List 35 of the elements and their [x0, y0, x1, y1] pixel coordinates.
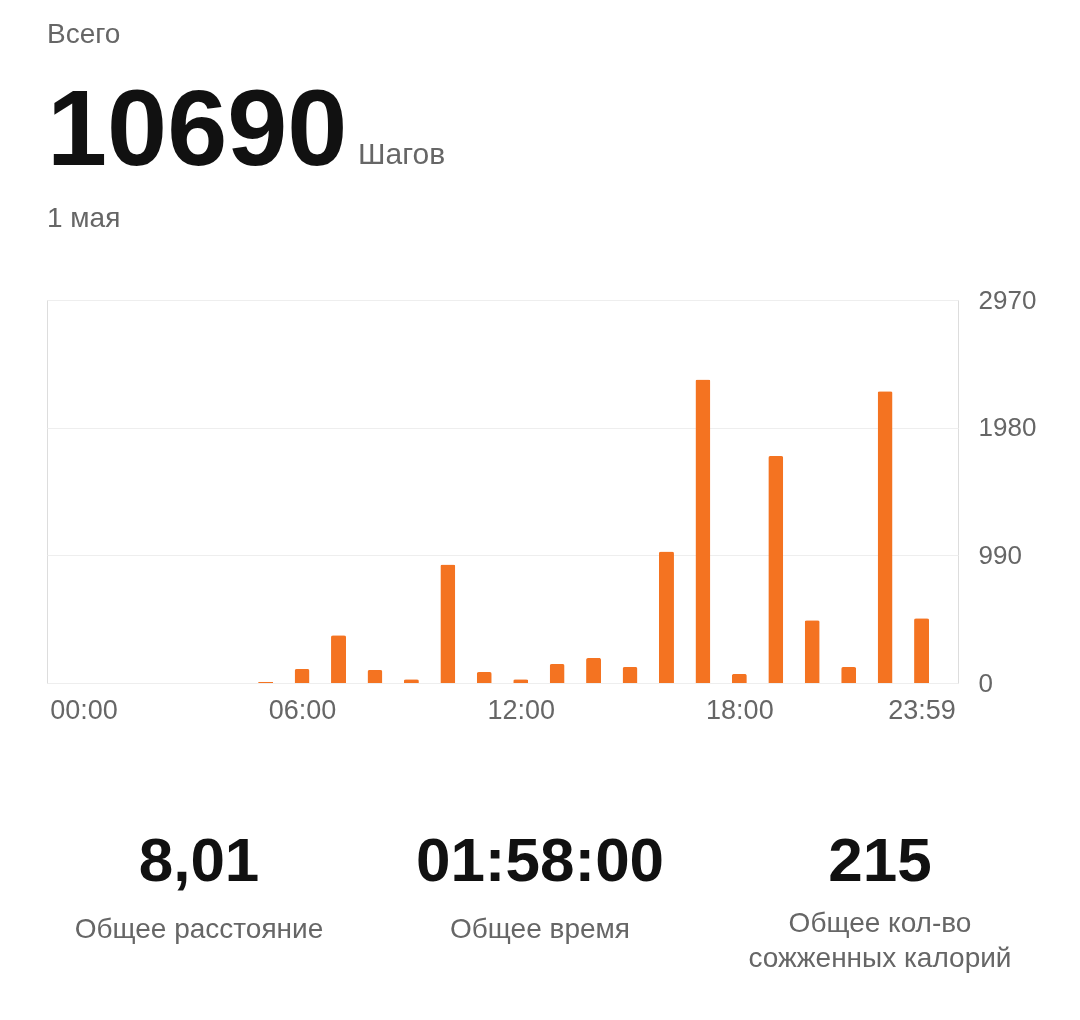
text: 215 [828, 825, 932, 894]
bar [476, 672, 492, 683]
bar [658, 551, 674, 683]
text: 01:58:00 [415, 825, 665, 894]
bar [549, 664, 565, 683]
y-tick-label: 1980 [978, 412, 1037, 443]
bar [768, 456, 784, 683]
text: 1 мая [47, 202, 121, 233]
bar [440, 564, 456, 683]
bar [731, 673, 747, 683]
text: 10690 [47, 67, 348, 188]
bar [804, 620, 820, 683]
y-tick-label: 0 [978, 667, 993, 698]
x-tick-label: 00:00 [50, 694, 118, 725]
bar [841, 667, 857, 683]
text: Шагов [358, 137, 446, 170]
text: 8,01 [138, 825, 260, 894]
x-tick-label: 12:00 [487, 694, 556, 725]
text: Общее расстояние [74, 913, 324, 944]
x-tick-label: 23:59 [888, 694, 956, 725]
bar [622, 667, 638, 683]
bar [586, 658, 602, 683]
bar [331, 635, 347, 683]
bar [914, 618, 930, 683]
chart-title: Всего [47, 18, 121, 49]
text: Общее время [450, 913, 630, 944]
bar [695, 379, 711, 683]
y-tick-label: 990 [978, 539, 1022, 570]
bar [294, 669, 310, 683]
bar [367, 670, 383, 683]
y-tick-label: 2970 [978, 284, 1037, 315]
text: Общее кол-во сожженных калорий [748, 907, 1012, 973]
x-tick-label: 06:00 [268, 694, 337, 725]
x-tick-label: 18:00 [706, 694, 774, 725]
bar [877, 391, 893, 683]
